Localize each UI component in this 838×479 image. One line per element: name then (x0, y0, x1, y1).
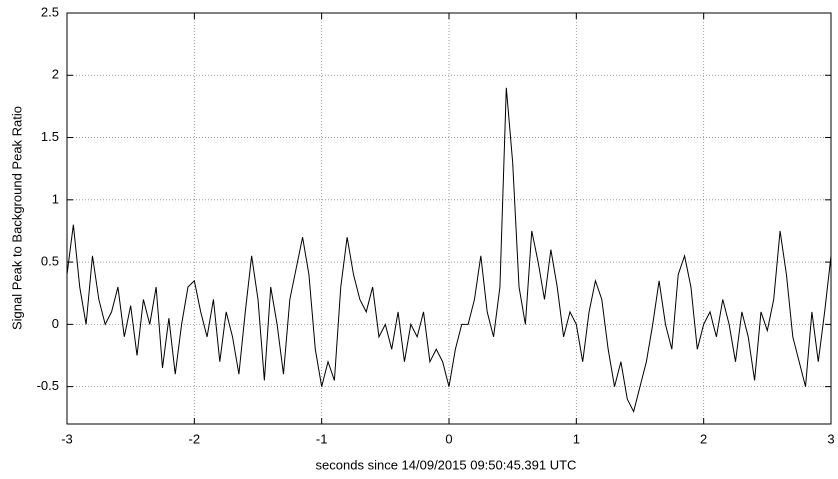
x-axis-label: seconds since 14/09/2015 09:50:45.391 UT… (316, 457, 577, 472)
y-tick-label: -0.5 (37, 378, 59, 393)
x-tick-label: 3 (827, 431, 834, 446)
x-tick-label: 1 (573, 431, 580, 446)
y-axis-label: Signal Peak to Background Peak Ratio (9, 106, 24, 330)
y-tick-label: 2 (52, 67, 59, 82)
plot-frame (66, 12, 832, 425)
y-tick-label: 1 (52, 191, 59, 206)
y-tick-label: 2.5 (41, 4, 59, 19)
data-line (66, 87, 832, 413)
y-tick-label: 0.5 (41, 254, 59, 269)
x-tick-label: -1 (316, 431, 328, 446)
x-tick-label: 0 (445, 431, 452, 446)
x-tick-label: 2 (700, 431, 707, 446)
y-tick-label: 0 (52, 316, 59, 331)
x-tick-label: -3 (61, 431, 73, 446)
y-tick-label: 1.5 (41, 129, 59, 144)
x-tick-label: -2 (189, 431, 201, 446)
